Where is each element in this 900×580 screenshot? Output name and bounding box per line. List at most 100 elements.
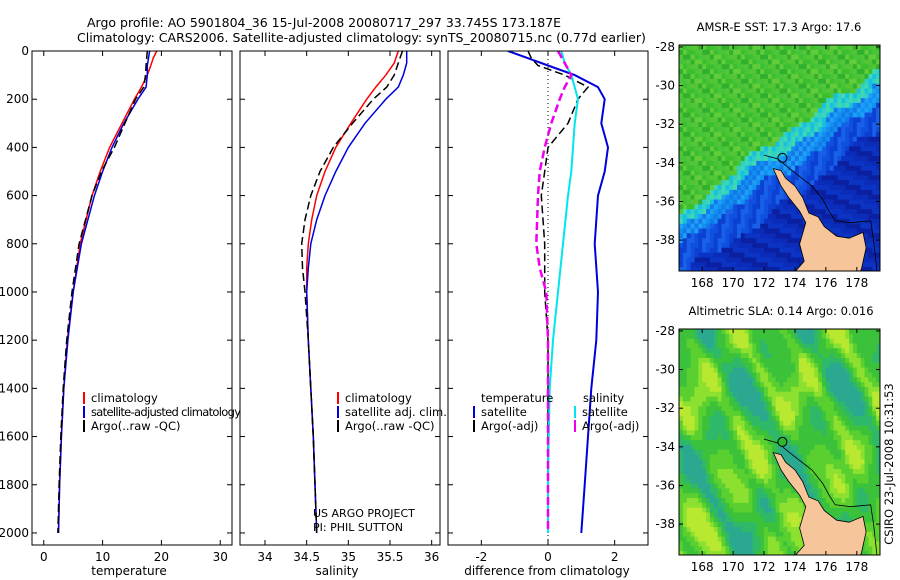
map-cell (764, 175, 769, 181)
map-cell (748, 391, 754, 398)
map-cell (795, 136, 800, 143)
map-cell (822, 107, 827, 114)
map-cell (852, 102, 858, 109)
map-cell (702, 338, 707, 345)
map-cell (740, 194, 746, 201)
map-cell (679, 358, 684, 364)
map-cell (798, 401, 804, 407)
map-cell (744, 512, 750, 518)
map-cell (737, 127, 742, 133)
map-cell (694, 411, 699, 417)
map-cell (767, 88, 773, 94)
map-cell (795, 396, 800, 402)
map-cell (798, 459, 804, 465)
map-cell (771, 122, 777, 128)
map-cell (787, 353, 792, 359)
map-cell (694, 170, 699, 176)
map-cell (760, 464, 765, 470)
map-cell (876, 45, 880, 51)
map-cell (713, 415, 719, 422)
map-cell (810, 396, 815, 402)
map-cell (864, 512, 869, 518)
map-cell (698, 531, 703, 538)
map-cell (825, 391, 831, 398)
map-cell (872, 252, 877, 258)
map-cell (860, 214, 866, 220)
map-cell (837, 517, 842, 523)
map-cell (733, 83, 738, 89)
map-cell (737, 343, 742, 349)
map-cell (698, 247, 703, 254)
map-cell (849, 367, 854, 373)
map-cell (702, 411, 707, 417)
map-cell (740, 218, 746, 225)
map-cell (737, 189, 742, 196)
map-cell (849, 411, 854, 417)
map-cell (713, 165, 719, 172)
map-cell (841, 59, 846, 65)
map-cell (779, 199, 784, 205)
map-cell (694, 238, 699, 244)
map-cell (709, 454, 715, 460)
map-cell (872, 78, 877, 85)
map-cell (729, 160, 734, 167)
map-cell (679, 488, 684, 494)
map-cell (814, 488, 819, 494)
map-cell (717, 454, 723, 460)
map-cell (802, 382, 808, 388)
map-cell (864, 209, 869, 215)
map-cell (756, 338, 761, 345)
map-cell (825, 353, 831, 359)
map-cell (868, 54, 873, 61)
map-cell (706, 45, 711, 51)
map-cell (713, 425, 719, 431)
map-cell (783, 522, 788, 528)
map-cell (795, 425, 800, 431)
map-cell (767, 93, 773, 99)
map-cell (798, 396, 804, 402)
map-cell (748, 127, 754, 133)
map-cell (740, 136, 746, 143)
map-cell (798, 131, 804, 138)
map-cell (783, 488, 788, 494)
map-cell (775, 396, 781, 402)
map-cell (706, 391, 711, 398)
map-cell (721, 377, 726, 383)
map-cell (740, 78, 746, 85)
map-cell (725, 377, 730, 383)
map-cell (752, 262, 757, 268)
map-cell (810, 64, 815, 70)
sst-map-title: AMSR-E SST: 17.3 Argo: 17.6 (697, 20, 862, 34)
map-cell (702, 522, 707, 528)
map-cell (748, 522, 754, 528)
map-cell (837, 102, 842, 109)
map-cell (764, 117, 769, 123)
map-cell (702, 391, 707, 398)
map-cell (856, 170, 862, 176)
map-cell (729, 69, 734, 75)
sst-map-frame (678, 44, 881, 272)
map-cell (798, 112, 804, 118)
map-cell (760, 406, 765, 412)
map-cell (818, 151, 823, 157)
map-cell (868, 170, 873, 176)
temperature-legend: climatology satellite-adjusted climatolo… (83, 391, 241, 433)
map-cell (679, 469, 684, 475)
map-cell (841, 199, 846, 205)
map-cell (729, 473, 734, 480)
map-cell (686, 406, 692, 412)
map-cell (787, 122, 792, 128)
map-cell (729, 223, 734, 230)
map-cell (814, 411, 819, 417)
map-cell (690, 502, 696, 509)
map-cell (690, 367, 696, 373)
map-cell (818, 141, 823, 147)
map-cell (775, 69, 781, 75)
map-cell (779, 531, 784, 538)
map-cell (856, 83, 862, 89)
map-cell (860, 454, 866, 460)
map-cell (729, 122, 734, 128)
map-cell (783, 362, 788, 369)
map-cell (818, 170, 823, 176)
map-cell (706, 223, 711, 230)
